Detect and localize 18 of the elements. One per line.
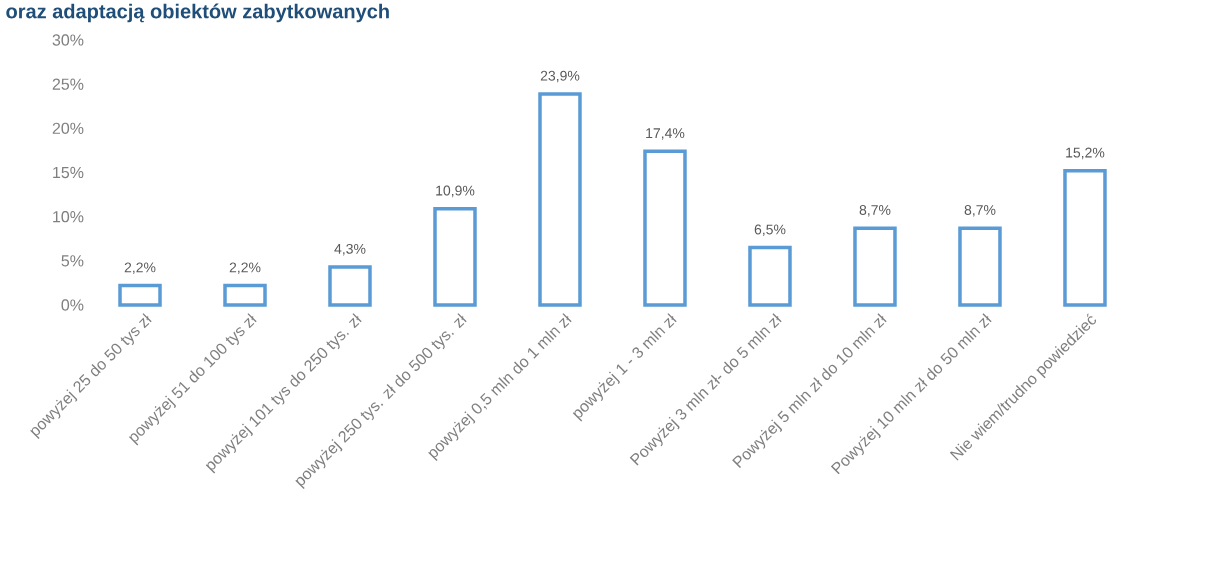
y-tick-label: 20% [52, 122, 84, 134]
data-label: 4,3% [334, 243, 366, 256]
data-label: 2,2% [229, 262, 261, 275]
y-tick-label: 10% [53, 211, 84, 223]
y-tick-label: 15% [53, 166, 84, 179]
data-label: 15,2% [1066, 147, 1105, 160]
data-label: 8,7% [859, 205, 891, 217]
data-label: 6,5% [754, 224, 786, 237]
data-label: 2,2% [124, 262, 156, 275]
data-label: 8,7% [964, 205, 996, 217]
y-tick-label: 30% [52, 34, 84, 46]
data-label: 17,4% [646, 128, 685, 140]
y-tick-label: 0% [61, 299, 84, 311]
data-label: 10,9% [436, 185, 475, 198]
y-tick-label: 5% [61, 255, 84, 267]
chart-title: oraz adaptacją obiektów zabytkowanych [6, 3, 389, 23]
y-tick-label: 25% [52, 78, 84, 90]
data-label: 23,9% [540, 70, 580, 83]
